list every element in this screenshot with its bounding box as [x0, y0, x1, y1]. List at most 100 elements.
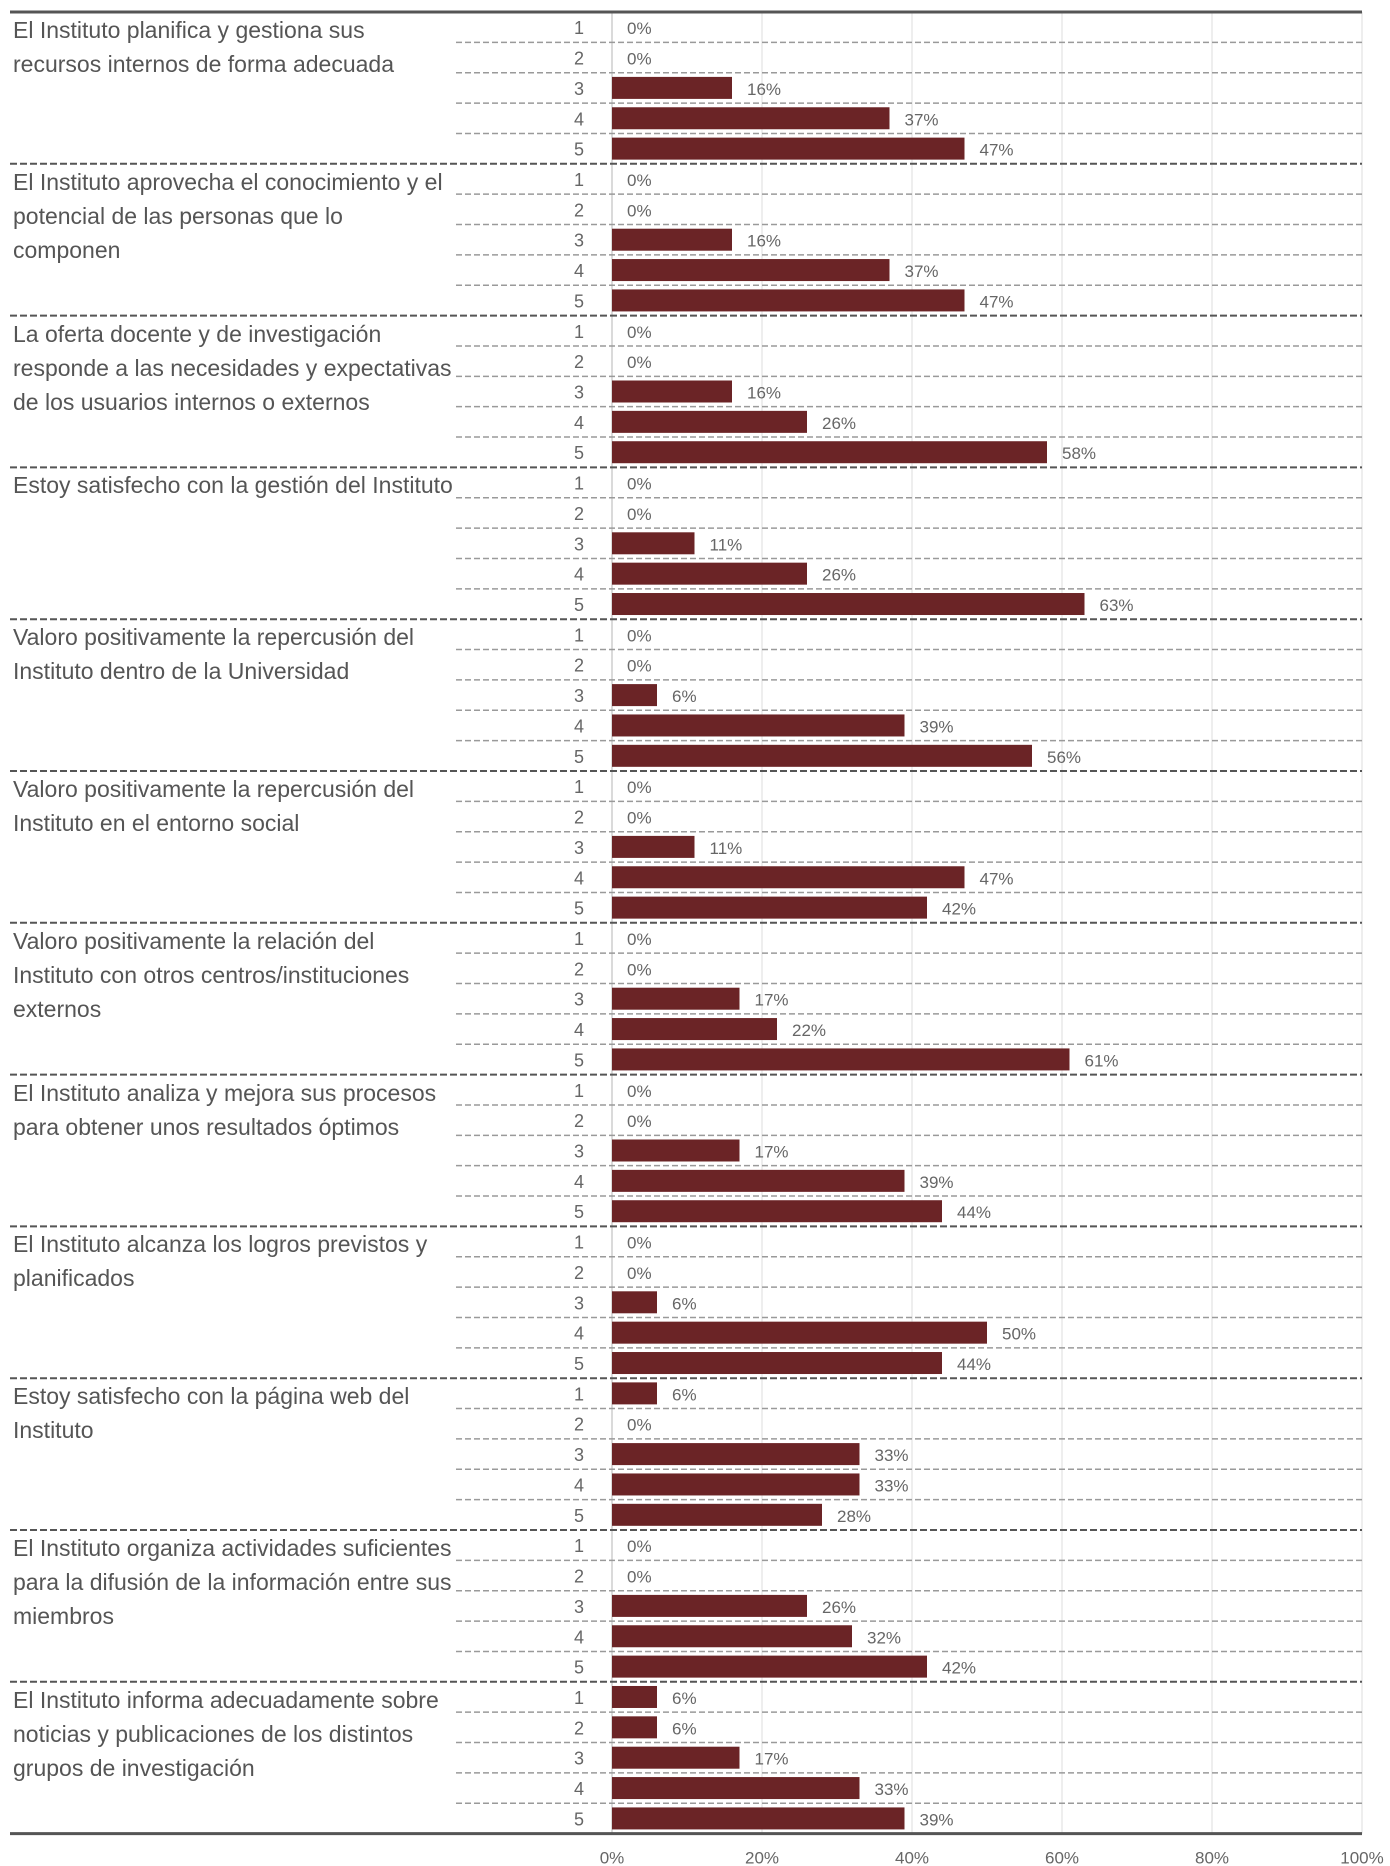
bar [612, 1139, 740, 1162]
bar [612, 1048, 1070, 1071]
bar-value-label: 42% [942, 1659, 976, 1678]
bar [612, 532, 695, 555]
bar-value-label: 0% [627, 1537, 652, 1556]
bar-value-label: 17% [755, 991, 789, 1010]
bar-value-label: 44% [957, 1203, 991, 1222]
bar-value-label: 0% [627, 778, 652, 797]
bar-value-label: 22% [792, 1021, 826, 1040]
rating-label: 3 [574, 686, 584, 706]
x-axis: 0% 20% 40% 60% 80% 100% [600, 1849, 1384, 1866]
bar-value-label: 0% [627, 50, 652, 69]
bar-value-label: 0% [627, 505, 652, 524]
rating-label: 4 [574, 716, 584, 736]
rating-label: 4 [574, 565, 584, 585]
bar-value-label: 6% [672, 1294, 697, 1313]
bar-value-label: 0% [627, 1568, 652, 1587]
bar [612, 289, 965, 312]
rating-label: 3 [574, 1445, 584, 1465]
bar-value-label: 33% [875, 1780, 909, 1799]
rating-label: 1 [574, 625, 584, 645]
bar-value-label: 58% [1062, 444, 1096, 463]
bar [612, 1321, 987, 1344]
bar [612, 866, 965, 889]
rating-label: 5 [574, 899, 584, 919]
rating-label: 5 [574, 595, 584, 615]
bar [612, 410, 807, 433]
bar-value-label: 0% [627, 353, 652, 372]
rating-label: 1 [574, 322, 584, 342]
rating-label: 5 [574, 140, 584, 160]
bar [612, 1777, 860, 1800]
x-tick-label: 0% [600, 1849, 625, 1866]
rating-label: 4 [574, 413, 584, 433]
bar-value-label: 0% [627, 1112, 652, 1131]
x-tick-label: 80% [1195, 1849, 1229, 1866]
x-tick-label: 60% [1045, 1849, 1079, 1866]
rating-label: 5 [574, 443, 584, 463]
bar-value-label: 56% [1047, 748, 1081, 767]
rating-label: 3 [574, 1749, 584, 1769]
rating-label: 4 [574, 1172, 584, 1192]
bar-value-label: 16% [747, 232, 781, 251]
bar-value-label: 16% [747, 384, 781, 403]
rating-label: 2 [574, 504, 584, 524]
rating-label: 4 [574, 1475, 584, 1495]
rating-label: 2 [574, 1263, 584, 1283]
rating-label: 3 [574, 990, 584, 1010]
bar-value-label: 0% [627, 475, 652, 494]
bar [612, 593, 1085, 616]
rating-label: 2 [574, 656, 584, 676]
bar-value-label: 26% [822, 1598, 856, 1617]
bar-value-label: 17% [755, 1750, 789, 1769]
bar-value-label: 6% [672, 1719, 697, 1738]
rating-label: 1 [574, 929, 584, 949]
rating-label: 1 [574, 1384, 584, 1404]
bar-value-label: 0% [627, 171, 652, 190]
rating-label: 5 [574, 747, 584, 767]
rating-label: 4 [574, 1020, 584, 1040]
bar-value-label: 0% [627, 19, 652, 38]
rating-label: 5 [574, 1202, 584, 1222]
rating-label: 1 [574, 170, 584, 190]
bar [612, 1443, 860, 1466]
rating-label: 5 [574, 1050, 584, 1070]
rating-label: 5 [574, 1809, 584, 1829]
bar-value-label: 28% [837, 1507, 871, 1526]
bar-value-label: 39% [920, 1810, 954, 1829]
bar-value-label: 11% [710, 535, 743, 554]
rating-label: 4 [574, 109, 584, 129]
bar [612, 107, 890, 130]
bar-value-label: 0% [627, 1234, 652, 1253]
x-tick-label: 100% [1340, 1849, 1383, 1866]
bar [612, 1716, 657, 1739]
rating-label: 5 [574, 1658, 584, 1678]
x-tick-label: 40% [895, 1849, 929, 1866]
bar-value-label: 37% [905, 262, 939, 281]
bar [612, 684, 657, 707]
bar [612, 714, 905, 737]
bar-value-label: 0% [627, 1416, 652, 1435]
bar-value-label: 6% [672, 1689, 697, 1708]
rating-label: 1 [574, 777, 584, 797]
bar-value-label: 0% [627, 657, 652, 676]
bar-value-label: 26% [822, 414, 856, 433]
rating-label: 1 [574, 1536, 584, 1556]
rating-label: 2 [574, 1567, 584, 1587]
bars [612, 76, 1085, 1830]
bar-value-label: 61% [1085, 1051, 1119, 1070]
bar [612, 1655, 927, 1678]
bar [612, 1685, 657, 1708]
bar [612, 562, 807, 585]
rating-label: 3 [574, 231, 584, 251]
bar [612, 1352, 942, 1375]
rating-label: 4 [574, 261, 584, 281]
bar [612, 441, 1047, 464]
bar-value-label: 0% [627, 626, 652, 645]
rating-label: 3 [574, 383, 584, 403]
bar [612, 1018, 777, 1041]
rating-label: 2 [574, 959, 584, 979]
bar-value-label: 50% [1002, 1325, 1036, 1344]
rating-label: 5 [574, 1506, 584, 1526]
bar-value-label: 39% [920, 717, 954, 736]
rating-label: 3 [574, 79, 584, 99]
